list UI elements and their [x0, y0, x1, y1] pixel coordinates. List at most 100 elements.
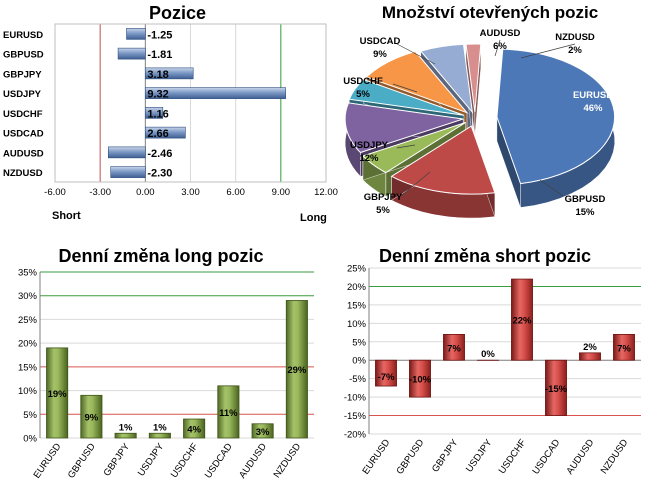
category-label: GBPJPY — [3, 69, 42, 80]
tick-label: 20% — [18, 339, 38, 350]
value-label: -1.81 — [147, 49, 172, 61]
leader-line — [392, 83, 418, 93]
bar — [409, 359, 431, 398]
category-label: EURUSD — [32, 441, 64, 480]
open-positions-pie-chart: EURUSD 46% GBPUSD 15% GBPJPY 5% USDJPY 12% USDCH… — [343, 28, 616, 219]
value-label: 9% — [85, 413, 99, 424]
bar — [285, 300, 308, 439]
tick-label: 15% — [18, 362, 38, 373]
slice-label: USDJPY — [350, 140, 389, 151]
leader-line — [539, 179, 564, 197]
long-change-chart: 0% 5% 10% 15% 20% 25% 30% 35% 19% EURUSD 9% GBPUSD 1… — [18, 268, 314, 481]
category-label: GBPJPY — [430, 437, 461, 475]
category-label: GBPJPY — [102, 441, 133, 479]
slice-value: 5% — [356, 89, 370, 100]
chart-title: Denní změna short pozic — [378, 246, 592, 266]
bar — [145, 87, 286, 99]
tick-label: 3.00 — [181, 187, 200, 198]
tick-label: 25% — [18, 315, 38, 326]
tick-label: -20% — [344, 430, 367, 441]
slice-label: EURUSD — [573, 90, 613, 101]
chart-title: Množství otevřených pozic — [381, 3, 599, 22]
value-label: -2.46 — [147, 148, 172, 160]
open-positions-pie-panel: Množství otevřených pozic EURUSD 46% GBPUS… — [335, 0, 645, 235]
tick-label: 0% — [352, 356, 366, 367]
bar — [375, 359, 397, 387]
tick-label: 0.00 — [136, 187, 155, 198]
bar — [145, 126, 186, 139]
tick-label: 12.00 — [314, 187, 338, 198]
category-label: NZDUSD — [272, 441, 304, 480]
value-label: 0% — [481, 349, 495, 360]
short-change-chart: -20% -15% -10% -5% 0% 5% 10% 15% 20% 25% -7% EURUSD… — [344, 264, 641, 477]
category-label: EURUSD — [360, 437, 392, 476]
value-label: -15% — [545, 384, 568, 395]
category-label: USDCHF — [169, 441, 201, 480]
tick-label: 25% — [347, 264, 367, 275]
category-label: USDJPY — [136, 441, 167, 479]
value-label: 11% — [219, 408, 238, 419]
slice-value: 6% — [493, 41, 507, 52]
value-label: 29% — [287, 365, 307, 376]
tick-label: 10% — [347, 319, 367, 330]
leader-line — [396, 144, 416, 149]
value-label: -1.25 — [147, 29, 172, 41]
short-change-chart-panel: Denní změna short pozic -20% -15% -10% -5% 0… — [325, 240, 645, 489]
category-label: USDCAD — [3, 129, 44, 140]
slice-value: 12% — [359, 153, 379, 164]
bar — [46, 347, 69, 439]
pie-slice — [465, 43, 482, 113]
bar — [145, 107, 164, 119]
chart-title: Pozice — [148, 3, 207, 23]
value-label: 9.32 — [147, 89, 168, 101]
leader-line — [520, 43, 576, 59]
leader-line — [400, 171, 431, 197]
category-label: USDCHF — [3, 109, 43, 120]
value-label: 7% — [617, 343, 631, 354]
tick-label: 30% — [18, 291, 38, 302]
tick-label: -15% — [344, 411, 367, 422]
short-label: Short — [52, 210, 81, 222]
bar — [183, 418, 206, 439]
bar — [145, 67, 194, 80]
pie-slice — [419, 43, 474, 114]
bar — [126, 28, 146, 40]
slice-value: 46% — [583, 103, 603, 114]
bar — [107, 146, 146, 159]
slice-label: GBPUSD — [565, 194, 606, 205]
pie-slice — [365, 50, 469, 114]
pie-slice — [390, 125, 496, 195]
category-label: USDJPY — [464, 437, 495, 475]
tick-label: 10% — [18, 386, 38, 397]
tick-label: 15% — [347, 300, 367, 311]
slice-value: 5% — [376, 205, 390, 216]
tick-label: 5% — [23, 410, 37, 421]
leader-line — [494, 39, 501, 57]
value-label: 22% — [512, 316, 532, 327]
tick-label: 5% — [352, 337, 366, 348]
chart-title: Denní změna long pozic — [58, 246, 264, 266]
tick-label: -3.00 — [89, 187, 111, 198]
slice-value: 15% — [575, 207, 595, 218]
bar — [217, 385, 240, 439]
slice-label: USDCAD — [360, 36, 401, 47]
bar — [80, 394, 103, 439]
long-change-chart-panel: Denní změna long pozic 0% 5% 10% 15% 20% 25% 3… — [0, 240, 322, 489]
bar — [579, 352, 601, 361]
positions-chart: EURUSD -1.25 GBPUSD -1.81 GBPJPY 3.18 USDJPY 9.… — [3, 23, 338, 224]
value-label: 19% — [48, 389, 68, 400]
plot-area — [54, 23, 327, 183]
category-label: USDCHF — [497, 437, 529, 476]
category-label: GBPUSD — [3, 50, 44, 61]
pie-slice — [496, 48, 616, 185]
bar — [613, 334, 635, 361]
value-label: 1.16 — [147, 108, 168, 120]
value-label: 3% — [256, 427, 270, 438]
value-label: -7% — [378, 372, 395, 383]
value-label: 7% — [447, 343, 461, 354]
positions-chart-panel: Pozice EURUSD -1.25 GBPUSD -1.81 GBPJPY 3.18 U… — [0, 0, 338, 235]
category-label: USDCAD — [203, 441, 235, 480]
bar — [443, 334, 465, 361]
tick-label: -10% — [344, 393, 367, 404]
category-label: NZDUSD — [3, 168, 43, 179]
